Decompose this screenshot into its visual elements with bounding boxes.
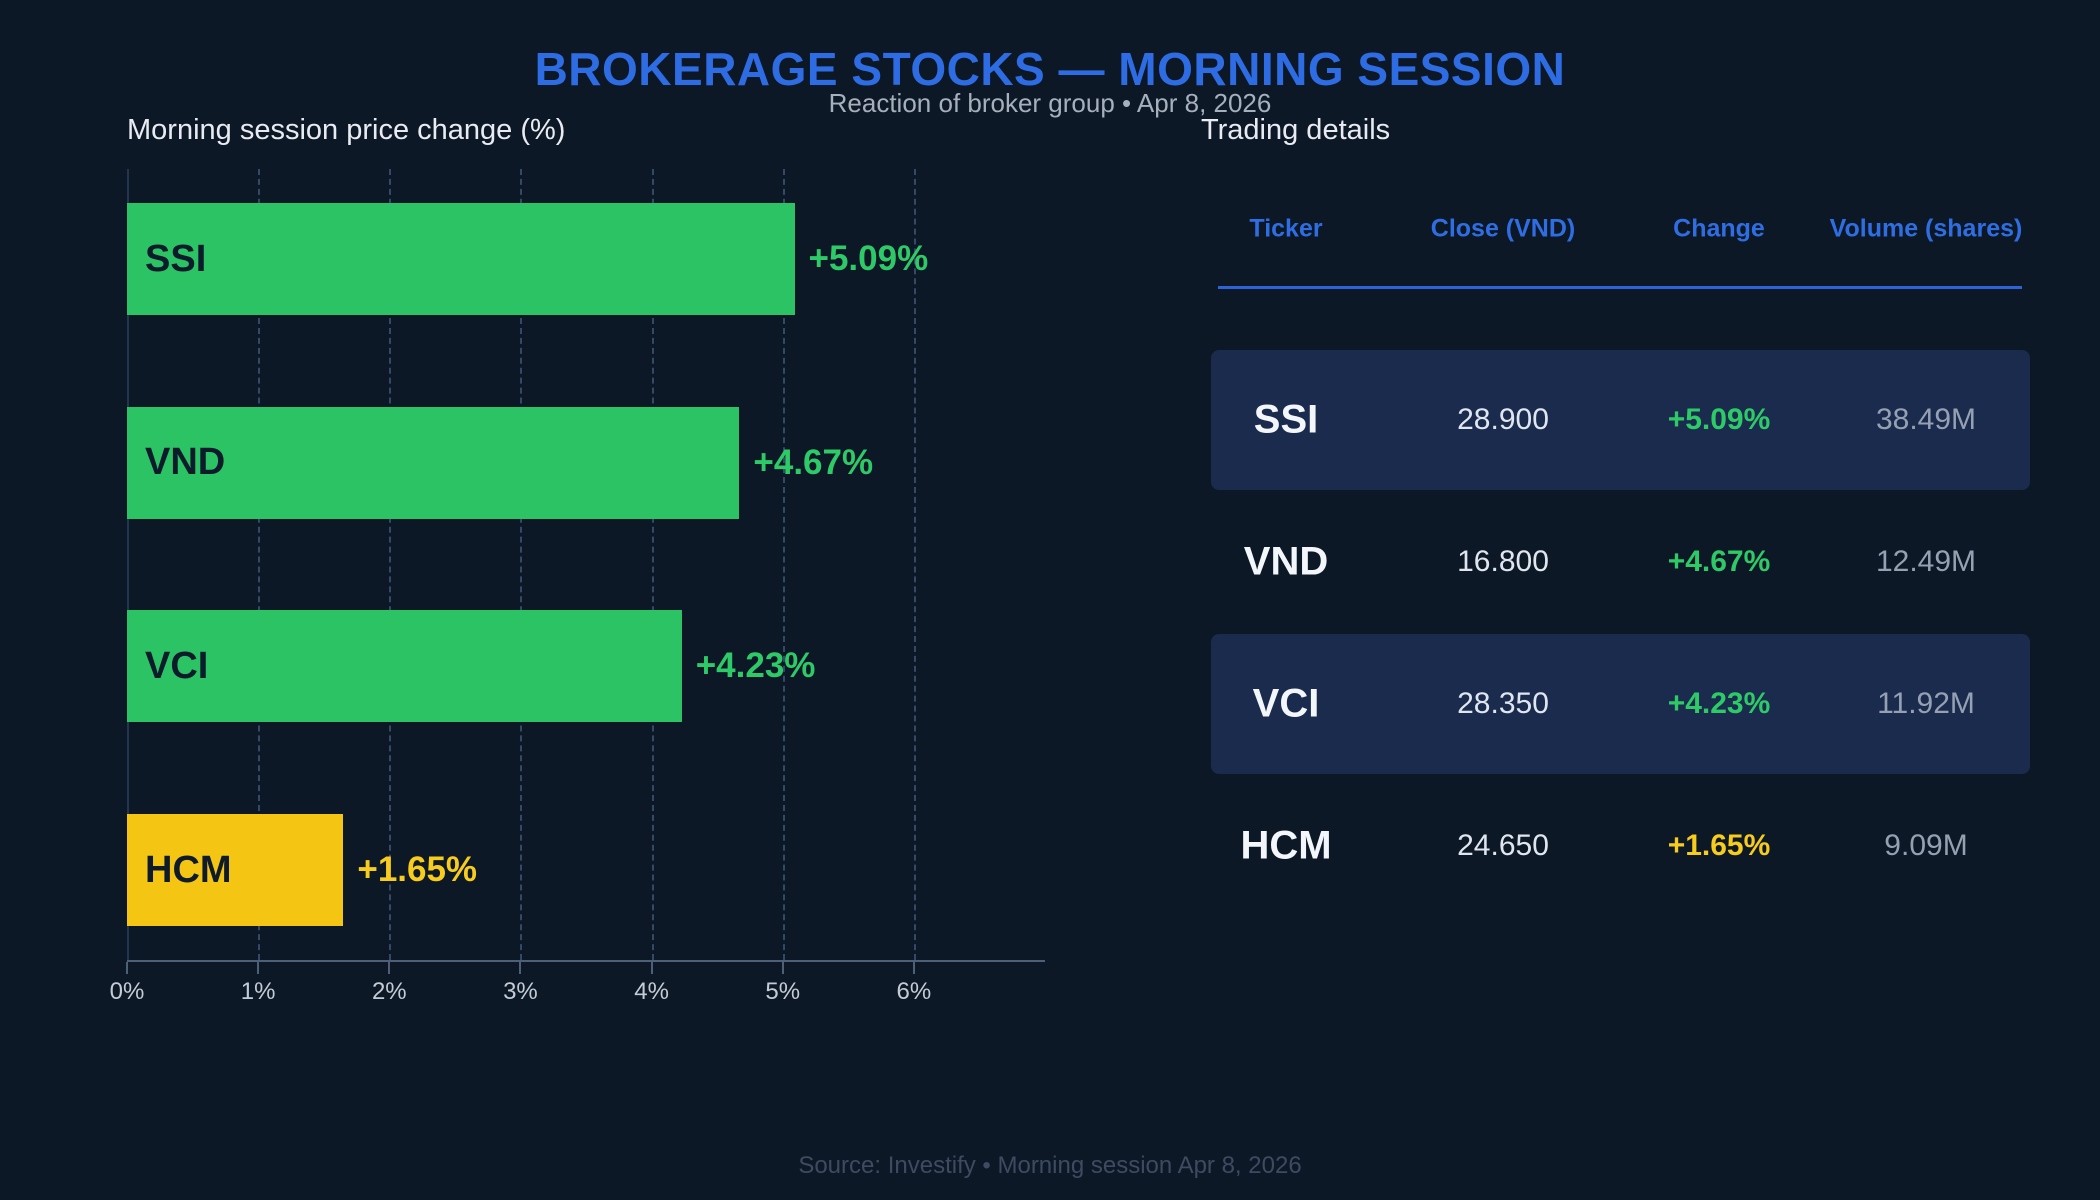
page-subtitle: Reaction of broker group • Apr 8, 2026 [828, 88, 1272, 118]
cell-change-vci: +4.23% [1667, 687, 1771, 720]
axis-tick-5% [781, 962, 784, 974]
grid-line-3% [520, 169, 523, 960]
grid-line-2% [389, 169, 392, 960]
axis-tick-label: 6% [896, 978, 932, 1005]
column-header-2: Change [1673, 214, 1765, 243]
axis-tick-label: 0% [109, 978, 145, 1005]
axis-tick-label: 2% [371, 978, 407, 1005]
axis-tick-3% [519, 962, 522, 974]
cell-volume-vnd: 12.49M [1875, 545, 1977, 578]
page-title: BROKERAGE STOCKS — MORNING SESSION [534, 43, 1566, 95]
cell-change-ssi: +5.09% [1667, 403, 1771, 436]
axis-tick-4% [650, 962, 653, 974]
bar-ssi: SSI [127, 203, 795, 315]
table-row-ssi: SSI 28.900 +5.09% 38.49M [1211, 350, 2030, 490]
column-header-0: Ticker [1249, 214, 1323, 243]
cell-change-hcm: +1.65% [1667, 829, 1771, 862]
axis-tick-label: 3% [503, 978, 538, 1005]
bar-ticker-label: SSI [145, 237, 207, 280]
bar-value-label: +4.23% [695, 646, 816, 686]
bar-hcm: HCM [127, 814, 344, 926]
bar-ticker-label: VND [145, 441, 226, 484]
column-header-3: Volume (shares) [1829, 214, 2023, 243]
axis-tick-1% [257, 962, 260, 974]
bar-value-label: +1.65% [357, 850, 478, 889]
cell-volume-vci: 11.92M [1877, 687, 1975, 720]
bar-ticker-label: HCM [145, 848, 232, 891]
axis-tick-2% [388, 962, 391, 974]
x-axis-line [127, 960, 1045, 962]
table-row-hcm: HCM 24.650 +1.65% 9.09M [1211, 776, 2030, 916]
cell-close-vnd: 16.800 [1457, 545, 1549, 578]
cell-volume-ssi: 38.49M [1875, 403, 1977, 436]
cell-close-hcm: 24.650 [1457, 829, 1549, 862]
cell-close-vci: 28.350 [1457, 687, 1549, 720]
chart-title: Morning session price change (%) [127, 114, 566, 146]
cell-volume-hcm: 9.09M [1884, 829, 1968, 862]
table-row-vnd: VND 16.800 +4.67% 12.49M [1211, 492, 2030, 632]
column-header-1: Close (VND) [1430, 214, 1576, 243]
axis-tick-label: 1% [240, 978, 276, 1005]
bar-value-label: +4.67% [753, 442, 874, 482]
table-header-divider [1218, 286, 2022, 289]
cell-close-ssi: 28.900 [1457, 403, 1549, 436]
axis-tick-label: 5% [765, 978, 801, 1005]
bar-value-label: +5.09% [808, 239, 929, 278]
cell-ticker-ssi: SSI [1253, 397, 1319, 442]
grid-line-4% [651, 169, 654, 960]
table-title: Trading details [1201, 114, 1391, 146]
axis-tick-label: 4% [634, 978, 669, 1005]
grid-line-6% [913, 169, 916, 960]
bar-ticker-label: VCI [145, 644, 209, 687]
axis-tick-0% [126, 962, 128, 974]
cell-ticker-hcm: HCM [1240, 823, 1332, 868]
bar-vnd: VND [127, 406, 740, 519]
y-axis-spine [127, 169, 129, 962]
axis-tick-6% [912, 962, 915, 974]
cell-ticker-vci: VCI [1252, 681, 1320, 726]
source-footer: Source: Investify • Morning session Apr … [798, 1152, 1302, 1179]
table-row-vci: VCI 28.350 +4.23% 11.92M [1211, 634, 2030, 774]
cell-ticker-vnd: VND [1243, 539, 1329, 584]
bar-chart-plot: 0% 1% 2% 3% 4% 5% 6% SSI +5.09% VND +4.67% VCI +4.23… [110, 169, 1045, 1005]
grid-line-5% [782, 169, 785, 960]
cell-change-vnd: +4.67% [1667, 545, 1771, 578]
grid-line-1% [258, 169, 261, 960]
bar-vci: VCI [127, 610, 682, 723]
